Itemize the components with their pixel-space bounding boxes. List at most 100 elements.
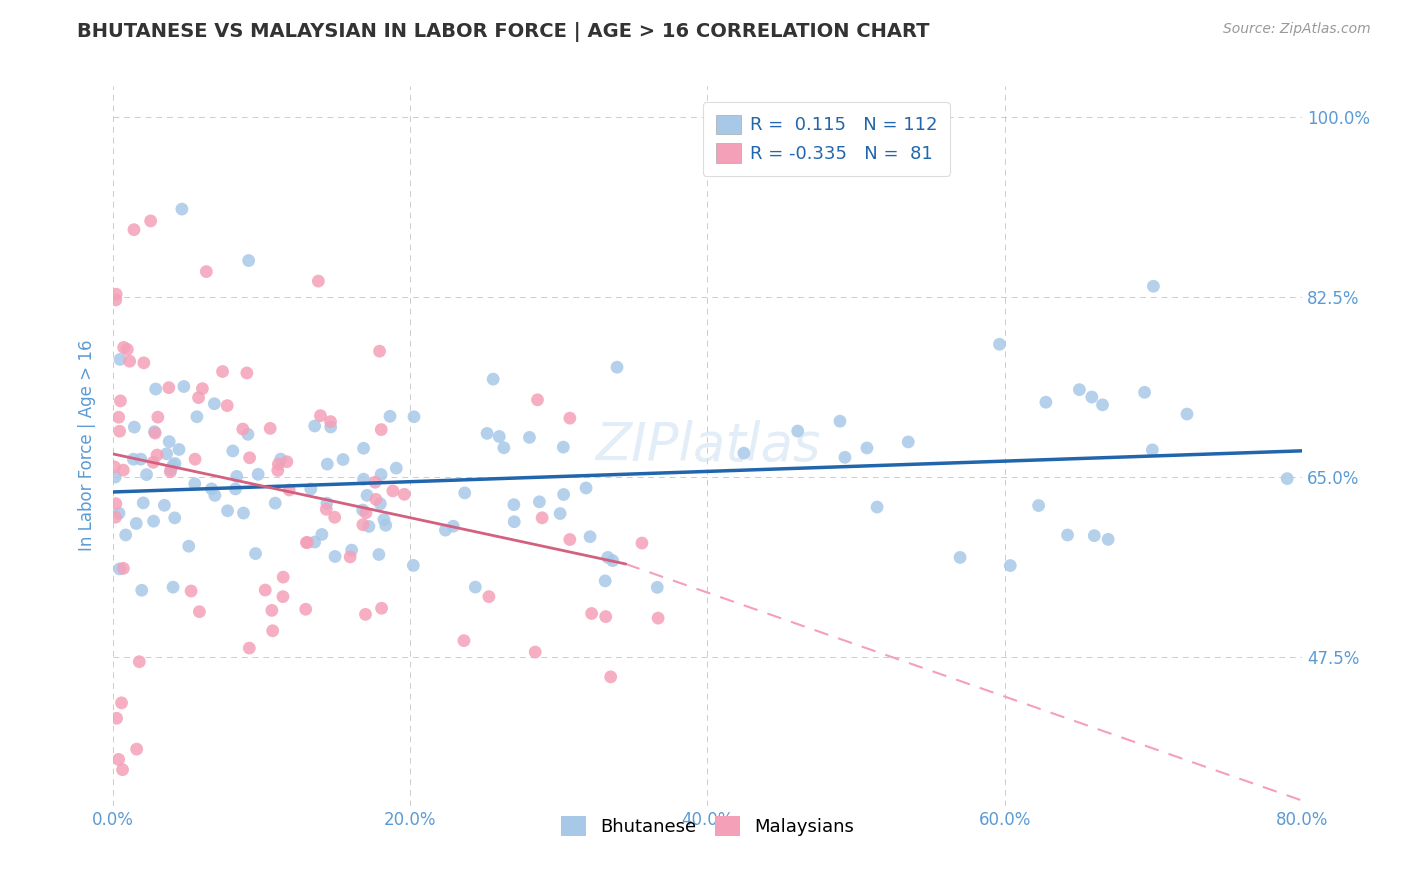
Point [245, 547, 267, 561]
Point [143, 425, 166, 439]
Point [599, 670, 621, 684]
Point [297, 535, 319, 549]
Point [315, 496, 337, 510]
Point [232, 506, 254, 520]
Point [733, 446, 755, 460]
Point [595, 609, 617, 624]
Point [354, 607, 377, 622]
Point [454, 486, 477, 500]
Point [352, 503, 374, 517]
Point [307, 274, 329, 288]
Legend: Bhutanese, Malaysians: Bhutanese, Malaysians [554, 809, 862, 844]
Point [394, 487, 416, 501]
Point [1069, 383, 1091, 397]
Point [434, 523, 457, 537]
Point [163, 457, 186, 471]
Point [352, 517, 374, 532]
Point [526, 392, 548, 407]
Point [553, 440, 575, 454]
Point [558, 411, 581, 425]
Point [645, 580, 668, 594]
Point [132, 496, 155, 510]
Point [897, 434, 920, 449]
Point [180, 584, 202, 599]
Point [356, 488, 378, 502]
Point [441, 519, 464, 533]
Point [381, 483, 404, 498]
Point [264, 496, 287, 510]
Point [370, 601, 392, 615]
Point [153, 498, 176, 512]
Point [146, 448, 169, 462]
Point [370, 467, 392, 482]
Point [482, 372, 505, 386]
Point [503, 515, 526, 529]
Point [108, 506, 131, 520]
Point [531, 511, 554, 525]
Point [254, 582, 277, 597]
Point [217, 399, 239, 413]
Point [606, 360, 628, 375]
Point [159, 463, 181, 477]
Point [1056, 528, 1078, 542]
Point [548, 507, 571, 521]
Point [104, 510, 127, 524]
Point [162, 580, 184, 594]
Point [339, 549, 361, 564]
Point [1133, 385, 1156, 400]
Point [502, 498, 524, 512]
Point [353, 472, 375, 486]
Point [315, 502, 337, 516]
Point [647, 611, 669, 625]
Point [211, 364, 233, 378]
Point [1142, 442, 1164, 457]
Point [104, 497, 127, 511]
Point [374, 518, 396, 533]
Point [304, 419, 326, 434]
Y-axis label: In Labor Force | Age > 16: In Labor Force | Age > 16 [79, 340, 96, 551]
Point [107, 410, 129, 425]
Point [110, 393, 132, 408]
Point [323, 510, 346, 524]
Point [170, 202, 193, 216]
Point [128, 655, 150, 669]
Point [267, 463, 290, 477]
Point [271, 590, 294, 604]
Point [478, 590, 501, 604]
Point [519, 430, 541, 444]
Point [118, 354, 141, 368]
Point [184, 476, 207, 491]
Point [238, 641, 260, 656]
Point [596, 550, 619, 565]
Point [373, 513, 395, 527]
Point [558, 533, 581, 547]
Point [1083, 529, 1105, 543]
Point [1081, 390, 1104, 404]
Point [142, 455, 165, 469]
Point [1175, 407, 1198, 421]
Point [464, 580, 486, 594]
Point [184, 452, 207, 467]
Point [786, 424, 808, 438]
Point [364, 475, 387, 490]
Point [402, 558, 425, 573]
Point [200, 482, 222, 496]
Point [319, 420, 342, 434]
Point [602, 553, 624, 567]
Point [271, 570, 294, 584]
Point [834, 450, 856, 465]
Point [232, 422, 254, 436]
Point [364, 492, 387, 507]
Point [105, 711, 128, 725]
Point [103, 459, 125, 474]
Point [368, 344, 391, 359]
Point [177, 539, 200, 553]
Point [367, 548, 389, 562]
Point [1091, 398, 1114, 412]
Point [475, 426, 498, 441]
Point [195, 264, 218, 278]
Point [593, 574, 616, 588]
Point [112, 463, 135, 477]
Point [129, 452, 152, 467]
Point [224, 482, 246, 496]
